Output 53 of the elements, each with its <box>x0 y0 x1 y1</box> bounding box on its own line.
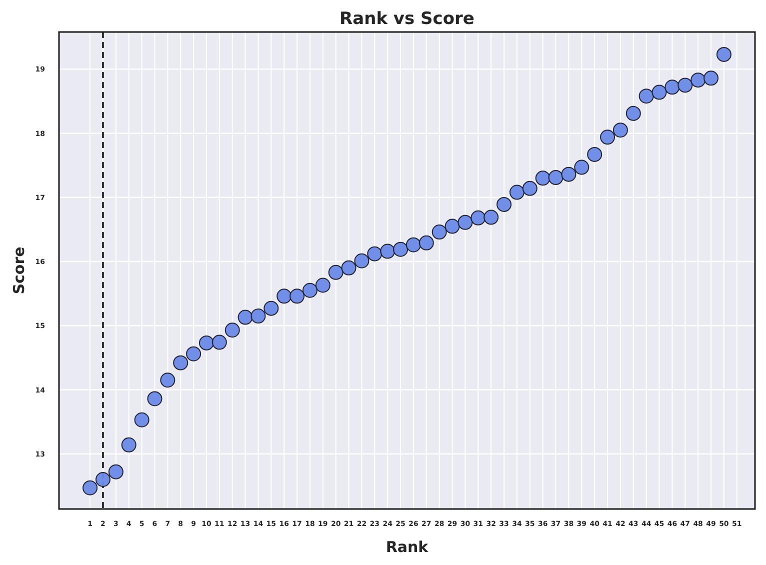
point <box>250 308 266 324</box>
point <box>108 464 124 480</box>
point <box>484 210 499 225</box>
chart-title: Rank vs Score <box>340 9 474 29</box>
point <box>315 278 330 293</box>
point <box>354 253 370 268</box>
point <box>147 391 162 406</box>
point <box>173 355 188 370</box>
point <box>328 264 344 280</box>
point <box>626 106 641 121</box>
point <box>664 80 680 95</box>
point <box>496 196 512 212</box>
point <box>121 437 136 452</box>
point <box>704 70 719 86</box>
point <box>264 300 279 316</box>
point <box>535 170 550 186</box>
point <box>612 122 628 138</box>
point <box>587 146 602 162</box>
point <box>380 244 396 259</box>
point <box>458 214 473 230</box>
x-axis-title: Rank <box>386 538 430 556</box>
point <box>393 242 408 257</box>
point <box>678 78 693 93</box>
point <box>548 170 564 186</box>
y-axis-title: Score <box>10 246 28 294</box>
point <box>574 160 590 175</box>
point <box>600 130 616 145</box>
point <box>418 235 434 250</box>
point <box>238 310 253 325</box>
point <box>224 322 240 338</box>
point <box>134 412 150 428</box>
point <box>638 88 654 104</box>
point <box>341 260 356 276</box>
point <box>186 346 202 362</box>
point <box>290 288 305 304</box>
point <box>198 335 214 350</box>
point <box>95 472 110 488</box>
point <box>470 210 486 226</box>
point <box>716 46 732 62</box>
point <box>690 72 706 88</box>
point <box>432 224 447 240</box>
point <box>212 334 227 350</box>
point <box>302 282 318 298</box>
point <box>444 218 460 234</box>
point <box>276 288 292 304</box>
point <box>509 184 524 200</box>
point <box>367 246 382 262</box>
point <box>82 480 98 496</box>
point <box>652 84 667 100</box>
point <box>522 180 538 196</box>
point <box>561 166 576 182</box>
point <box>406 237 421 252</box>
point <box>160 372 176 388</box>
